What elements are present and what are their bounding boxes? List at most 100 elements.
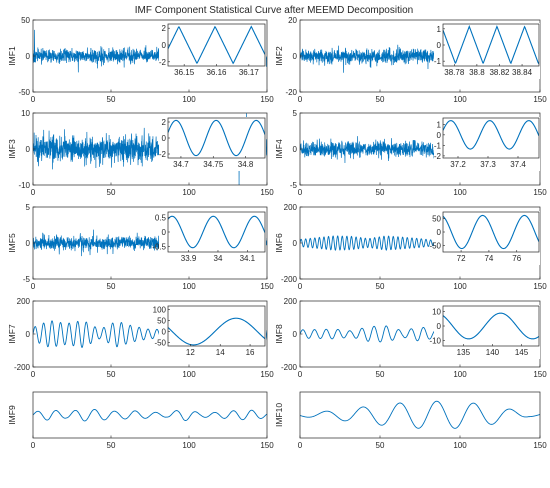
x-tick-label: 0 [31,441,36,450]
x-tick-label: 0 [298,441,303,450]
x-tick-label: 150 [533,188,547,197]
x-tick-label: 0 [298,370,303,379]
inset-x-tick-label: 38.78 [444,68,465,77]
inset-y-tick-label: -2 [159,150,167,159]
y-tick-label: -200 [14,363,31,372]
inset-y-tick-label: 50 [157,316,166,325]
inset-y-tick-label: -2 [159,58,167,67]
inset-y-tick-label: -50 [154,339,166,348]
x-tick-label: 0 [31,188,36,197]
x-tick-label: 50 [107,95,116,104]
y-axis-label: IMF1 [7,46,17,66]
x-tick-label: 50 [107,188,116,197]
y-tick-label: 0 [293,52,298,61]
x-tick-label: 150 [533,441,547,450]
y-tick-label: 0 [293,330,298,339]
inset-y-tick-label: 50 [432,215,441,224]
x-tick-label: 100 [182,95,196,104]
x-tick-label: 50 [376,282,385,291]
y-tick-label: 0 [26,52,31,61]
inset-x-tick-label: 34.7 [173,160,189,169]
y-tick-label: 0 [26,239,31,248]
inset-x-tick-label: 37.4 [510,160,526,169]
x-tick-label: 0 [298,282,303,291]
inset-x-tick-label: 34.1 [240,254,256,263]
y-axis-label: IMF5 [7,233,17,253]
inset-x-tick-label: 140 [486,348,500,357]
x-tick-label: 50 [376,370,385,379]
inset-background [159,117,266,171]
y-tick-label: 200 [284,203,298,212]
x-tick-label: 100 [453,370,467,379]
x-tick-label: 150 [533,370,547,379]
inset-x-tick-label: 38.82 [489,68,510,77]
inset-series-line [443,312,539,340]
imf-series-line [300,400,540,429]
inset-background [434,305,540,359]
inset-x-tick-label: 36.16 [206,68,227,77]
figure-title: IMF Component Statistical Curve after ME… [135,5,413,16]
x-tick-label: 50 [107,441,116,450]
inset-x-tick-label: 16 [246,348,255,357]
y-axis-label: IMF7 [7,324,17,344]
y-tick-label: -5 [23,275,31,284]
y-axis-label: IMF9 [7,405,17,425]
inset-zoom: 38.78 38.8 38.82 38.84 1 0 -1 [434,23,540,79]
inset-y-tick-label: -1 [434,141,442,150]
imf-panel: 0 50 100 150 IMF10 [274,391,547,450]
x-tick-label: 0 [31,95,36,104]
x-tick-label: 100 [182,441,196,450]
x-tick-label: 50 [107,370,116,379]
inset-y-tick-label: -50 [429,241,441,250]
x-tick-label: 50 [376,188,385,197]
inset-x-tick-label: 135 [457,348,471,357]
inset-series-line [168,317,265,346]
y-tick-label: 0 [293,239,298,248]
x-tick-label: 50 [376,441,385,450]
y-tick-label: 0 [26,330,31,339]
inset-x-tick-label: 74 [484,254,493,263]
inset-zoom: 36.15 36.16 36.17 2 0 -2 [159,23,266,79]
inset-y-tick-label: 0 [162,41,167,50]
inset-zoom: 33.9 34 34.1 0.5 0 -0.5 [152,211,266,265]
inset-y-tick-label: -2 [434,152,442,161]
x-tick-label: 100 [182,370,196,379]
inset-series-line [443,120,539,150]
inset-x-tick-label: 37.3 [480,160,496,169]
y-tick-label: -200 [281,363,298,372]
inset-y-tick-label: 0 [437,322,442,331]
inset-y-tick-label: 0 [437,228,442,237]
x-tick-label: 100 [453,441,467,450]
y-tick-label: 5 [26,203,31,212]
y-tick-label: 200 [17,297,31,306]
x-tick-label: 0 [31,282,36,291]
axes-box [32,391,268,439]
x-tick-label: 150 [260,441,274,450]
x-tick-label: 150 [533,282,547,291]
inset-x-tick-label: 34.8 [238,160,254,169]
inset-x-tick-label: 37.2 [450,160,466,169]
inset-x-tick-label: 34 [214,254,223,263]
inset-axes-box [442,117,540,159]
inset-y-tick-label: 0 [162,328,167,337]
y-tick-label: -20 [285,88,297,97]
x-tick-label: 50 [376,95,385,104]
y-tick-label: -50 [18,88,30,97]
inset-y-tick-label: 0.5 [155,214,167,223]
inset-y-tick-label: 2 [162,118,167,127]
inset-y-tick-label: -1 [434,57,442,66]
inset-y-tick-label: 0 [437,131,442,140]
x-tick-label: 100 [182,188,196,197]
x-tick-label: 100 [453,188,467,197]
x-tick-label: 0 [298,188,303,197]
inset-x-tick-label: 72 [457,254,466,263]
inset-series-line [168,215,265,249]
inset-x-tick-label: 38.8 [469,68,485,77]
